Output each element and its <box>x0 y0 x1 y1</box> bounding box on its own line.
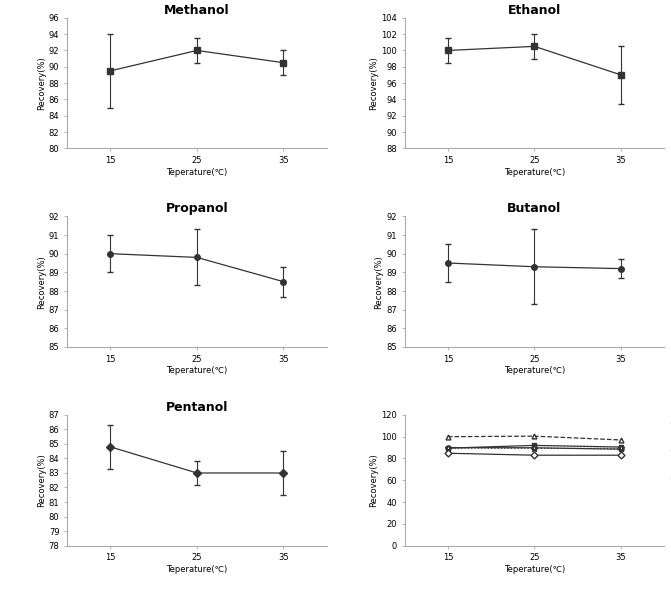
X-axis label: Teperature(℃): Teperature(℃) <box>166 366 227 375</box>
Title: Butanol: Butanol <box>507 202 562 215</box>
Title: Methanol: Methanol <box>164 4 229 17</box>
Title: Ethanol: Ethanol <box>508 4 561 17</box>
Y-axis label: Recovery(%): Recovery(%) <box>370 56 378 110</box>
X-axis label: Teperature(℃): Teperature(℃) <box>166 168 227 177</box>
X-axis label: Teperature(℃): Teperature(℃) <box>504 565 565 574</box>
Y-axis label: Recovery(%): Recovery(%) <box>374 255 383 308</box>
X-axis label: Teperature(℃): Teperature(℃) <box>504 366 565 375</box>
Y-axis label: Recovery(%): Recovery(%) <box>37 56 46 110</box>
Y-axis label: Recovery(%): Recovery(%) <box>37 454 46 507</box>
X-axis label: Teperature(℃): Teperature(℃) <box>166 565 227 574</box>
Y-axis label: Recovery(%): Recovery(%) <box>370 454 378 507</box>
X-axis label: Teperature(℃): Teperature(℃) <box>504 168 565 177</box>
Y-axis label: Recovery(%): Recovery(%) <box>37 255 46 308</box>
Title: Pentanol: Pentanol <box>166 401 228 414</box>
Title: Propanol: Propanol <box>166 202 228 215</box>
